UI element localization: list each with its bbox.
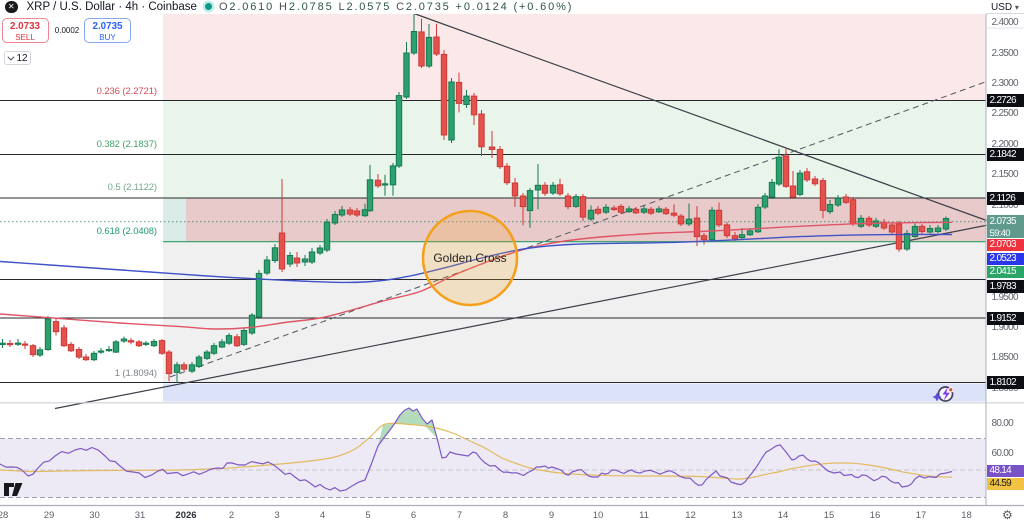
svg-text:Golden Cross: Golden Cross bbox=[433, 251, 506, 265]
